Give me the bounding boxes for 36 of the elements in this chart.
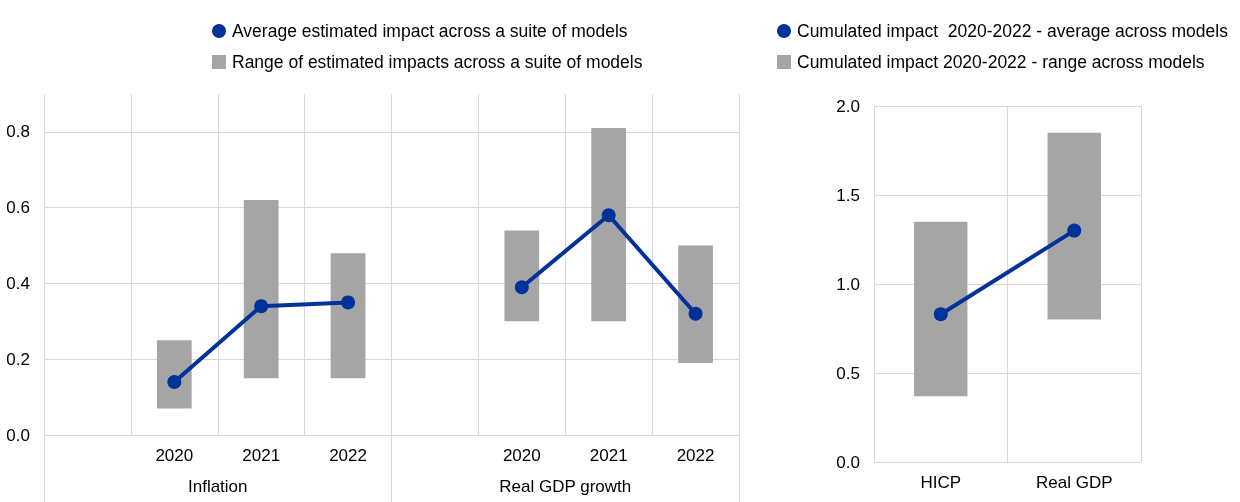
bar (504, 230, 540, 322)
legend-label: Cumulated impact 2020-2022 - average across models (797, 21, 1229, 41)
legend-label: Average estimated impact across a suite of models (232, 21, 628, 41)
point (601, 208, 616, 223)
x-tick-label: 2021 (589, 446, 628, 465)
bar (330, 253, 366, 379)
legend-label: Cumulated impact 2020-2022 - range across models (797, 52, 1205, 72)
y-tick-label: 1.5 (836, 185, 860, 205)
x-tick-label: 2022 (676, 446, 715, 465)
legend-label: Range of estimated impacts across a suite of models (232, 52, 643, 72)
point (341, 295, 356, 310)
bar (678, 245, 713, 364)
y-tick-label: 1.0 (836, 274, 860, 294)
bar (243, 200, 279, 379)
text: Real GDP growth (499, 477, 632, 496)
x-tick-label: 2022 (329, 446, 367, 465)
x-tick-label: HICP (920, 473, 962, 492)
x-tick-label: 2020 (502, 446, 541, 465)
bar (156, 340, 192, 409)
x-tick-label: 2021 (242, 446, 281, 465)
y-tick-label: 0.2 (6, 349, 30, 369)
y-tick-label: 0.6 (6, 198, 30, 218)
y-tick-label: 0.0 (6, 425, 30, 445)
y-tick-label: 0.8 (6, 122, 30, 142)
y-tick-label: 0.4 (6, 273, 30, 293)
x-tick-label: Real GDP (1035, 473, 1113, 492)
y-tick-label: 2.0 (836, 96, 860, 116)
point (167, 374, 182, 389)
y-tick-label: 0.5 (836, 363, 860, 383)
point (254, 299, 269, 314)
y-tick-label: 0.0 (836, 452, 860, 472)
x-tick-label: 2020 (155, 446, 194, 465)
bar (591, 128, 627, 322)
point (688, 306, 703, 321)
point (514, 280, 529, 295)
text: Inflation (187, 477, 248, 496)
